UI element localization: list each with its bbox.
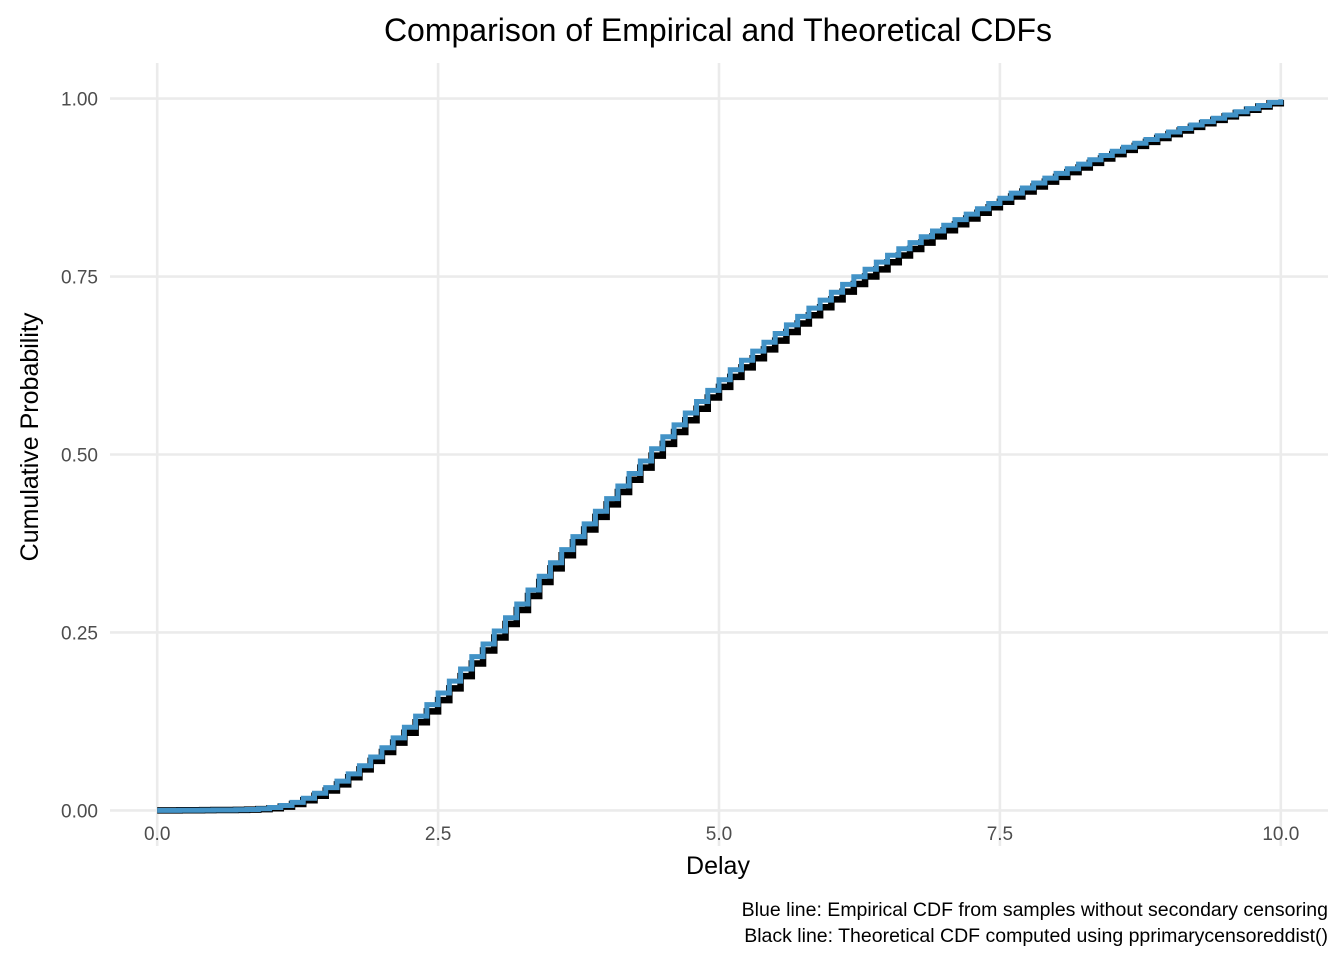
series-lines: [157, 99, 1285, 814]
y-tick-label: 0.25: [61, 623, 98, 644]
x-axis-title: Delay: [686, 852, 750, 880]
y-tick-label: 0.50: [61, 446, 98, 467]
gridlines: [110, 63, 1328, 846]
x-tick-label: 2.5: [425, 824, 451, 845]
x-tick-label: 10.0: [1262, 824, 1299, 845]
x-tick-label: 0.0: [144, 824, 170, 845]
x-tick-label: 7.5: [987, 824, 1013, 845]
y-axis-ticks: 0.00 0.25 0.50 0.75 1.00: [61, 90, 98, 823]
caption-line-2: Black line: Theoretical CDF computed usi…: [744, 925, 1328, 947]
y-axis-title: Cumulative Probability: [16, 312, 44, 561]
y-tick-label: 0.00: [61, 801, 98, 822]
x-tick-label: 5.0: [706, 824, 732, 845]
y-tick-label: 0.75: [61, 268, 98, 289]
caption-line-1: Blue line: Empirical CDF from samples wi…: [742, 899, 1328, 921]
x-axis-ticks: 0.0 2.5 5.0 7.5 10.0: [144, 824, 1299, 845]
chart-title: Comparison of Empirical and Theoretical …: [384, 12, 1052, 48]
y-tick-label: 1.00: [61, 90, 98, 111]
empirical-cdf-line: [157, 99, 1284, 813]
